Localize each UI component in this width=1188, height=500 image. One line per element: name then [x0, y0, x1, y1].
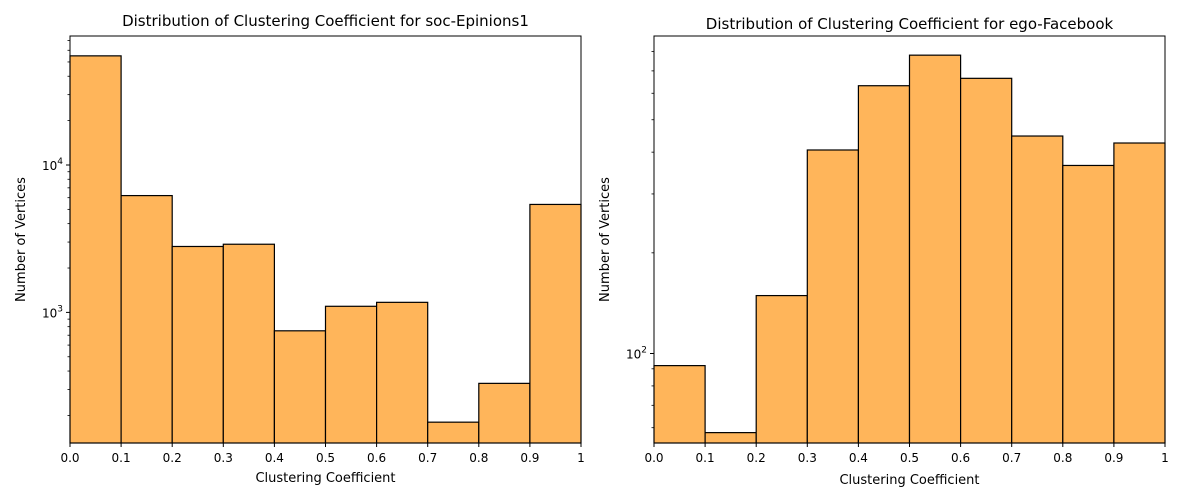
- x-tick-label-0-3: 0.3: [798, 451, 817, 465]
- x-tick-label-0-9: 0.9: [520, 451, 539, 465]
- bar-3: [806, 149, 859, 444]
- bar-0: [69, 55, 122, 444]
- y-tick-label-10e2: 102: [626, 346, 647, 362]
- x-tick-label-0-4: 0.4: [265, 451, 284, 465]
- bar-2: [171, 245, 224, 444]
- bar-3: [222, 243, 276, 444]
- x-tick-label-0-8: 0.8: [1053, 451, 1072, 465]
- bar-7: [427, 421, 480, 444]
- y-tick-base: 10: [42, 306, 57, 320]
- y-axis-label: Number of Vertices: [14, 177, 29, 302]
- bar-1: [704, 432, 757, 444]
- x-tick-label-0-5: 0.5: [316, 451, 335, 465]
- x-tick-label-0-1: 0.1: [696, 451, 715, 465]
- bar-8: [1062, 164, 1115, 444]
- x-tick-label-0-5: 0.5: [900, 451, 919, 465]
- bar-8: [478, 382, 531, 444]
- x-axis-label: Clustering Coefficient: [255, 471, 395, 486]
- x-tick-label-1: 1: [577, 451, 585, 465]
- x-axis-label: Clustering Coefficient: [839, 473, 979, 488]
- y-tick-exponent: 4: [57, 157, 63, 167]
- x-tick-label-0-2: 0.2: [163, 451, 182, 465]
- y-tick-exponent: 3: [57, 304, 63, 314]
- y-tick-base: 10: [626, 348, 641, 362]
- bar-7: [1011, 135, 1064, 444]
- x-tick-label-0-0: 0.0: [60, 451, 79, 465]
- bar-5: [908, 54, 962, 444]
- y-tick-exponent: 2: [641, 346, 647, 356]
- x-tick-label-0-9: 0.9: [1104, 451, 1123, 465]
- chart-title: Distribution of Clustering Coefficient f…: [706, 15, 1114, 33]
- chart-ego-facebook: 0.0 0.1 0.2 0.3 0.4 0.5 0.6 0.7 0.8 0.9 1 102 Distri…: [598, 15, 1169, 488]
- bar-9: [1113, 142, 1166, 444]
- x-tick-label-1: 1: [1161, 451, 1169, 465]
- chart-soc-epinions1: 0.0 0.1 0.2 0.3 0.4 0.5 0.6 0.7 0.8 0.9 1103104Dis…: [14, 12, 585, 486]
- bar-5: [324, 305, 378, 444]
- chart-title: Distribution of Clustering Coefficient f…: [122, 12, 529, 30]
- bar-1: [120, 194, 173, 444]
- bar-6: [376, 301, 429, 444]
- x-tick-label-0-4: 0.4: [849, 451, 868, 465]
- bar-4: [273, 330, 327, 444]
- x-tick-label-0-6: 0.6: [951, 451, 970, 465]
- bar-4: [857, 85, 911, 444]
- x-tick-label-0-2: 0.2: [747, 451, 766, 465]
- y-axis-label: Number of Vertices: [598, 177, 613, 302]
- bar-2: [755, 294, 808, 444]
- x-tick-label-0-7: 0.7: [1002, 451, 1021, 465]
- y-tick-label-10e4: 104: [42, 157, 63, 173]
- x-tick-label-0-8: 0.8: [469, 451, 488, 465]
- x-tick-label-0-7: 0.7: [418, 451, 437, 465]
- x-tick-label-0-1: 0.1: [112, 451, 131, 465]
- x-tick-label-0-6: 0.6: [367, 451, 386, 465]
- x-tick-label-0-3: 0.3: [214, 451, 233, 465]
- bar-9: [529, 203, 582, 444]
- bar-6: [959, 77, 1013, 444]
- bar-0: [653, 365, 706, 444]
- y-tick-label-10e3: 103: [42, 304, 63, 320]
- x-tick-label-0-0: 0.0: [644, 451, 663, 465]
- y-tick-base: 10: [42, 159, 57, 173]
